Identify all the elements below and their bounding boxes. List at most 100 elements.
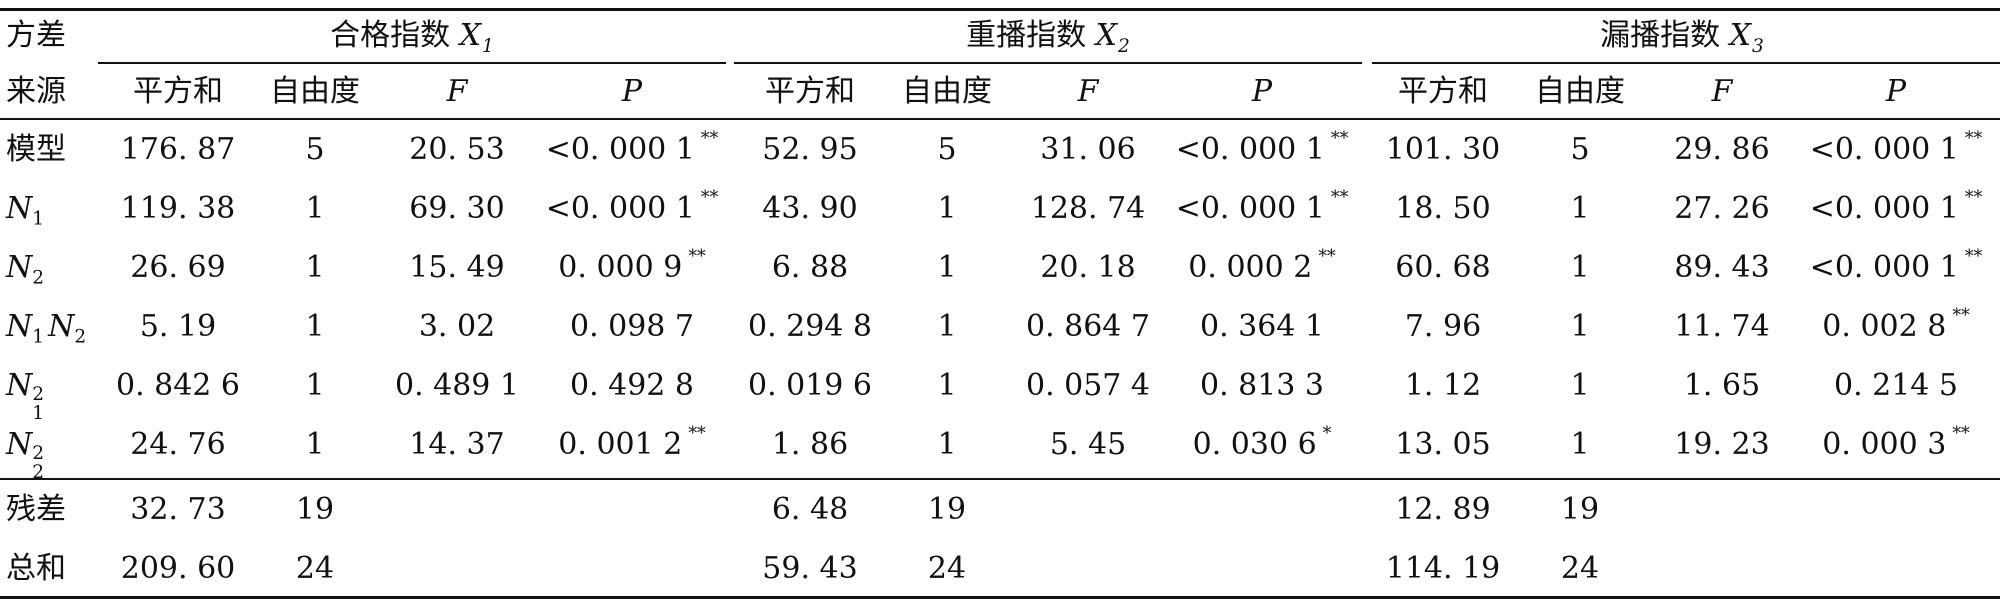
df-cell: 5 — [937, 132, 957, 167]
group-header-label: 合格指数 — [330, 18, 451, 53]
p-value-cell: <0. 000 1 ** — [1175, 129, 1349, 167]
df-cell: 19 — [295, 492, 335, 527]
significance-marker: * — [1322, 424, 1332, 445]
body-separator-rule — [0, 478, 2000, 480]
significance-marker: ** — [1952, 306, 1970, 327]
significance-marker: ** — [1318, 247, 1336, 268]
significance-marker: ** — [1952, 424, 1970, 445]
f-value-cell: 11. 74 — [1674, 309, 1770, 344]
significance-marker: ** — [1330, 129, 1349, 150]
sum-of-squares-cell: 24. 76 — [130, 427, 226, 462]
df-cell: 1 — [305, 368, 325, 403]
sum-of-squares-cell: 101. 30 — [1385, 132, 1501, 167]
f-value-cell: 29. 86 — [1674, 132, 1770, 167]
group-rule-2 — [734, 62, 1362, 64]
subheader-sum-of-squares: 平方和 — [765, 74, 855, 109]
f-value-cell: 31. 06 — [1040, 132, 1136, 167]
p-value-cell: 0. 098 7 — [569, 309, 695, 344]
f-value-cell: 89. 43 — [1674, 250, 1770, 285]
f-value-cell: 20. 18 — [1040, 250, 1136, 285]
p-value-cell: 0. 002 8 ** — [1822, 306, 1970, 344]
header-source-line1: 方差 — [6, 18, 66, 53]
group-rule-1 — [98, 62, 726, 64]
df-cell: 1 — [1570, 250, 1590, 285]
row-label: N1 N2 — [6, 309, 87, 348]
p-value-cell: 0. 001 2 ** — [558, 424, 706, 462]
row-label: N2 — [6, 250, 45, 289]
sum-of-squares-cell: 176. 87 — [120, 132, 236, 167]
p-value-cell: <0. 000 1 ** — [545, 129, 719, 167]
sum-of-squares-cell: 6. 48 — [771, 492, 849, 527]
row-label: N1 — [6, 191, 45, 230]
df-cell: 1 — [305, 427, 325, 462]
p-value-cell: 0. 030 6 * — [1192, 424, 1332, 462]
p-value-cell: <0. 000 1 ** — [1809, 188, 1983, 226]
significance-marker: ** — [688, 247, 706, 268]
subheader-sum-of-squares: 平方和 — [133, 74, 223, 109]
sum-of-squares-cell: 60. 68 — [1395, 250, 1491, 285]
df-cell: 24 — [1560, 551, 1600, 586]
sum-of-squares-cell: 1. 12 — [1404, 368, 1482, 403]
p-value-cell: 0. 492 8 — [569, 368, 695, 403]
row-label: 总和 — [6, 551, 66, 586]
sum-of-squares-cell: 0. 019 6 — [747, 368, 873, 403]
row-label: 残差 — [6, 492, 66, 527]
group-header-variable: X2 — [1095, 18, 1130, 57]
df-cell: 1 — [937, 250, 957, 285]
f-value-cell: 128. 74 — [1030, 191, 1146, 226]
significance-marker: ** — [688, 424, 706, 445]
f-value-cell: 20. 53 — [409, 132, 505, 167]
df-cell: 19 — [927, 492, 967, 527]
significance-marker: ** — [700, 188, 719, 209]
group-header-label: 漏播指数 — [1600, 18, 1721, 53]
p-value-cell: <0. 000 1 ** — [1809, 129, 1983, 167]
subheader-f-value: F — [1711, 74, 1733, 109]
group-header-qualified: 合格指数 X1 — [330, 16, 494, 56]
header-source-line2: 来源 — [6, 74, 66, 109]
p-value-cell: <0. 000 1 ** — [1809, 247, 1983, 285]
df-cell: 1 — [1570, 309, 1590, 344]
table-bottom-rule — [0, 596, 2000, 599]
df-cell: 5 — [1570, 132, 1590, 167]
p-value-cell: 0. 813 3 — [1199, 368, 1325, 403]
p-value-cell: 0. 000 3 ** — [1822, 424, 1970, 462]
sum-of-squares-cell: 0. 842 6 — [115, 368, 241, 403]
sum-of-squares-cell: 12. 89 — [1395, 492, 1491, 527]
df-cell: 1 — [1570, 368, 1590, 403]
f-value-cell: 1. 65 — [1683, 368, 1761, 403]
df-cell: 19 — [1560, 492, 1600, 527]
group-header-multiple: 重播指数 X2 — [966, 16, 1130, 56]
p-value-cell: 0. 214 5 — [1833, 368, 1959, 403]
df-cell: 1 — [937, 427, 957, 462]
df-cell: 5 — [305, 132, 325, 167]
p-value-cell: <0. 000 1 ** — [1175, 188, 1349, 226]
df-cell: 24 — [295, 551, 335, 586]
group-rule-3 — [1372, 62, 2000, 64]
f-value-cell: 69. 30 — [409, 191, 505, 226]
df-cell: 1 — [937, 368, 957, 403]
df-cell: 1 — [1570, 191, 1590, 226]
sum-of-squares-cell: 32. 73 — [130, 492, 226, 527]
sum-of-squares-cell: 5. 19 — [139, 309, 217, 344]
significance-marker: ** — [1964, 188, 1983, 209]
f-value-cell: 0. 489 1 — [394, 368, 520, 403]
f-value-cell: 19. 23 — [1674, 427, 1770, 462]
sum-of-squares-cell: 26. 69 — [130, 250, 226, 285]
subheader-degrees-of-freedom: 自由度 — [902, 74, 992, 109]
row-label: 模型 — [6, 132, 66, 167]
df-cell: 1 — [1570, 427, 1590, 462]
sum-of-squares-cell: 114. 19 — [1385, 551, 1501, 586]
f-value-cell: 15. 49 — [409, 250, 505, 285]
df-cell: 1 — [937, 191, 957, 226]
group-header-variable: X1 — [459, 18, 494, 57]
f-value-cell: 0. 057 4 — [1025, 368, 1151, 403]
subheader-sum-of-squares: 平方和 — [1398, 74, 1488, 109]
subheader-degrees-of-freedom: 自由度 — [1535, 74, 1625, 109]
df-cell: 24 — [927, 551, 967, 586]
sum-of-squares-cell: 6. 88 — [771, 250, 849, 285]
f-value-cell: 0. 864 7 — [1025, 309, 1151, 344]
p-value-cell: 0. 000 2 ** — [1188, 247, 1336, 285]
group-header-missing: 漏播指数 X3 — [1600, 16, 1764, 56]
f-value-cell: 3. 02 — [418, 309, 496, 344]
